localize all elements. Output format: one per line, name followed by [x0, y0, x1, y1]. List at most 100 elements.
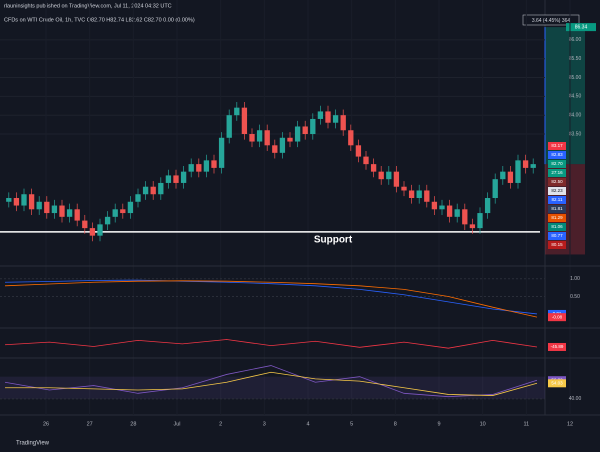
- candle-body: [492, 179, 498, 199]
- candle-body: [6, 198, 12, 202]
- price-flag-label: 82.50: [551, 179, 563, 184]
- candle-body: [530, 164, 536, 168]
- price-flag: [548, 160, 566, 168]
- candle-body: [515, 160, 521, 183]
- candle-body: [462, 209, 468, 225]
- symbol-info: CFDs on WTI Crude Oil, 1h, TVC O82.70 H8…: [4, 17, 195, 23]
- price-flag-label: 82.83: [551, 152, 563, 157]
- indicator-line: [4, 280, 538, 318]
- candle-body: [325, 111, 331, 123]
- candle-body: [363, 156, 369, 165]
- target-label: 86.34: [575, 24, 588, 30]
- candle-body: [44, 201, 50, 214]
- price-flag-label: 81.06: [551, 224, 563, 229]
- candle-body: [355, 145, 362, 157]
- candle-body: [158, 182, 164, 195]
- pane-tick-label: 40.00: [569, 396, 582, 402]
- pane-flag-label: -45.89: [551, 344, 564, 349]
- candle-body: [180, 171, 187, 183]
- x-tick-label: 26: [43, 421, 49, 427]
- price-flag: [548, 187, 566, 195]
- candle-body: [431, 201, 438, 210]
- candle-body: [89, 228, 96, 236]
- x-tick-label: 5: [350, 421, 353, 427]
- x-tick-label: 2: [219, 421, 222, 427]
- price-flag-label: 81.81: [551, 206, 563, 211]
- candle-body: [241, 107, 248, 135]
- pane-tick-label: 1.00: [570, 276, 580, 282]
- candle-body: [120, 209, 126, 214]
- candle-body: [469, 224, 476, 229]
- x-tick-label: Jul: [173, 421, 180, 427]
- candle-body: [454, 209, 460, 217]
- pane-flag: [548, 342, 566, 351]
- price-flag-label: 80.77: [551, 233, 563, 238]
- candle-body: [302, 126, 308, 135]
- candle-body: [378, 171, 384, 180]
- y-tick-label: 84.00: [569, 113, 582, 119]
- candle-body: [135, 194, 141, 202]
- x-tick-label: 8: [394, 421, 397, 427]
- candle-body: [256, 130, 263, 142]
- candle-body: [13, 198, 20, 206]
- y-tick-label: 84.50: [569, 94, 582, 100]
- candle-body: [393, 171, 400, 187]
- indicator-line: [4, 365, 538, 398]
- candle-body: [264, 130, 270, 146]
- x-tick-label: 11: [523, 421, 529, 427]
- candle-body: [211, 160, 217, 168]
- price-flag-label: 82.70: [551, 161, 563, 166]
- candle-body: [142, 186, 149, 195]
- candle-body: [287, 137, 293, 142]
- candle-body: [218, 137, 225, 168]
- candle-body: [446, 205, 453, 217]
- candle-body: [477, 213, 483, 229]
- price-flag-label: 80.15: [551, 242, 563, 247]
- candle-body: [424, 190, 430, 202]
- target-flag: [566, 23, 596, 32]
- candle-body: [188, 164, 194, 172]
- footer: TradingView: [16, 441, 50, 447]
- candle-body: [408, 190, 415, 199]
- price-flag-label: 81.29: [551, 215, 563, 220]
- support-label: Support: [314, 235, 353, 246]
- candle-body: [386, 171, 392, 180]
- publisher: rlauninsights published on TradingView.c…: [4, 3, 172, 9]
- candle-body: [279, 137, 286, 153]
- y-tick-label: 86.00: [569, 37, 582, 43]
- candle-body: [97, 224, 103, 236]
- candle-body: [104, 216, 111, 225]
- pane-flag: [548, 379, 566, 388]
- price-flag: [548, 205, 566, 213]
- candle-body: [401, 186, 407, 191]
- price-flag-label: 27:16: [551, 170, 563, 175]
- price-flag: [548, 214, 566, 222]
- pane-flag: [548, 313, 566, 322]
- indicator-line: [4, 279, 538, 315]
- pane-flag-label: 54.03: [551, 380, 563, 385]
- candle-body: [500, 171, 506, 180]
- x-tick-label: 10: [480, 421, 486, 427]
- candle-body: [294, 126, 301, 142]
- price-flag-label: 83.17: [551, 143, 563, 148]
- price-flag: [548, 142, 566, 150]
- candle-body: [173, 175, 179, 183]
- price-flag-label: 82.23: [551, 188, 563, 193]
- candle-body: [348, 130, 354, 146]
- candle-body: [112, 209, 118, 217]
- candle-body: [36, 201, 42, 210]
- candle-body: [74, 209, 80, 221]
- candle-body: [370, 164, 377, 172]
- indicator-line: [4, 339, 538, 349]
- price-flag: [548, 169, 566, 177]
- candle-body: [522, 160, 529, 168]
- candle-body: [28, 194, 35, 210]
- candle-body: [249, 134, 255, 142]
- x-tick-label: 4: [306, 421, 309, 427]
- x-tick-label: 28: [130, 421, 136, 427]
- candle-body: [66, 209, 73, 217]
- price-flag: [548, 232, 566, 240]
- candle-body: [272, 145, 278, 153]
- candle-body: [82, 220, 88, 229]
